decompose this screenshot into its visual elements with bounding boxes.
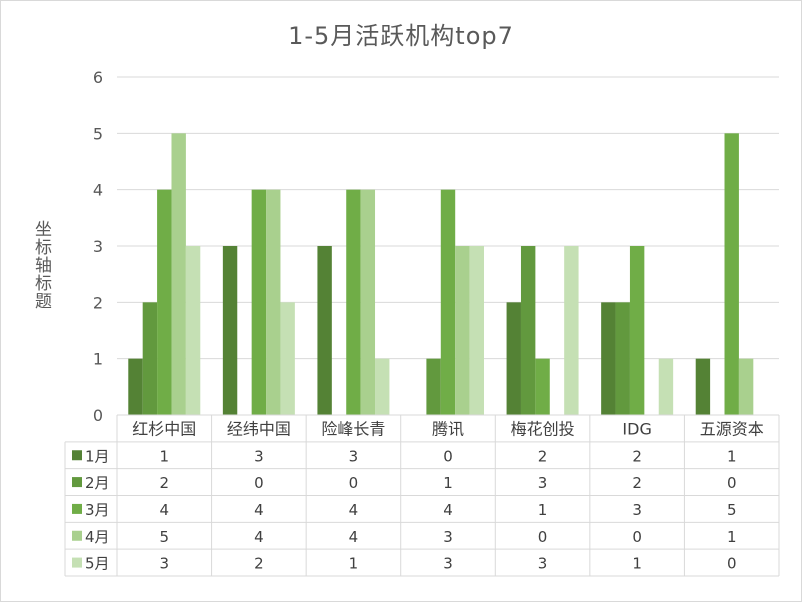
legend-key — [72, 450, 82, 461]
bar — [615, 302, 630, 415]
bar — [375, 358, 390, 415]
y-tick-label: 1 — [93, 350, 103, 369]
table-value: 3 — [538, 474, 548, 492]
x-category-label: 经纬中国 — [227, 419, 291, 438]
y-tick-label: 6 — [93, 68, 103, 87]
table-value: 2 — [254, 555, 264, 573]
bar — [251, 189, 267, 415]
bar — [535, 358, 550, 415]
legend-series-name: 1月 — [85, 447, 110, 465]
table-value: 3 — [443, 555, 453, 573]
table-value: 4 — [349, 501, 359, 519]
y-tick-label: 4 — [93, 181, 103, 200]
table-value: 4 — [254, 501, 264, 519]
bar — [629, 246, 645, 415]
x-category-label: IDG — [622, 419, 651, 438]
bar — [157, 189, 172, 415]
table-value: 2 — [160, 474, 170, 492]
x-category-label: 腾讯 — [432, 419, 464, 438]
legend-series-name: 4月 — [85, 528, 110, 546]
table-value: 1 — [443, 474, 453, 492]
table-value: 1 — [349, 555, 359, 573]
legend-series-name: 3月 — [85, 501, 110, 519]
bar — [601, 302, 616, 415]
table-value: 0 — [443, 447, 453, 465]
x-category-label: 五源资本 — [700, 419, 764, 438]
table-value: 3 — [160, 555, 170, 573]
y-axis-label-box: 坐标轴标题 — [14, 220, 54, 340]
table-value: 0 — [632, 528, 642, 546]
table-value: 2 — [632, 474, 642, 492]
table-value: 3 — [632, 501, 642, 519]
table-value: 0 — [727, 474, 737, 492]
bar — [346, 189, 361, 415]
legend-series-name: 2月 — [85, 474, 110, 492]
table-value: 1 — [632, 555, 642, 573]
bar — [455, 246, 470, 415]
table-value: 2 — [632, 447, 642, 465]
x-category-label: 险峰长青 — [321, 419, 385, 438]
bar — [440, 189, 456, 415]
chart-title: 1-5月活跃机构top7 — [288, 22, 514, 50]
table-value: 1 — [160, 447, 170, 465]
bar — [426, 358, 441, 415]
bar — [266, 189, 281, 415]
bar — [171, 133, 186, 416]
table-value: 4 — [160, 501, 170, 519]
table-value: 2 — [538, 447, 548, 465]
table-value: 1 — [538, 501, 548, 519]
x-category-label: 红杉中国 — [132, 419, 196, 438]
table-value: 4 — [254, 528, 264, 546]
legend-key — [72, 503, 82, 514]
bar — [658, 358, 674, 415]
table-value: 0 — [349, 474, 359, 492]
legend-key — [72, 530, 82, 541]
x-category-label: 梅花创投 — [511, 419, 575, 438]
table-value: 5 — [160, 528, 170, 546]
bar — [724, 133, 739, 416]
table-value: 3 — [254, 447, 264, 465]
table-value: 0 — [254, 474, 264, 492]
y-tick-label: 0 — [93, 406, 103, 425]
table-value: 0 — [538, 528, 548, 546]
table-value: 4 — [443, 501, 453, 519]
bar — [222, 246, 238, 415]
table-value: 1 — [727, 528, 737, 546]
y-tick-label: 5 — [93, 124, 103, 143]
y-axis-label: 坐标轴标题 — [31, 220, 51, 310]
table-value: 0 — [727, 555, 737, 573]
table-value: 3 — [349, 447, 359, 465]
legend-key — [72, 477, 82, 488]
bar — [564, 246, 579, 415]
bar — [695, 358, 711, 415]
bar — [520, 246, 536, 415]
bar — [469, 246, 484, 415]
bar — [360, 189, 376, 415]
bar — [128, 358, 143, 415]
bar — [317, 246, 332, 415]
y-tick-label: 2 — [93, 293, 103, 312]
table-value: 3 — [538, 555, 548, 573]
legend-key — [72, 557, 82, 568]
bar — [280, 302, 295, 415]
bar — [506, 302, 521, 415]
table-value: 3 — [443, 528, 453, 546]
table-value: 4 — [349, 528, 359, 546]
bar — [738, 358, 754, 415]
bar — [185, 246, 201, 415]
table-value: 1 — [727, 447, 737, 465]
table-value: 5 — [727, 501, 737, 519]
y-tick-label: 3 — [93, 237, 103, 256]
bar — [142, 302, 158, 415]
legend-series-name: 5月 — [85, 555, 110, 573]
